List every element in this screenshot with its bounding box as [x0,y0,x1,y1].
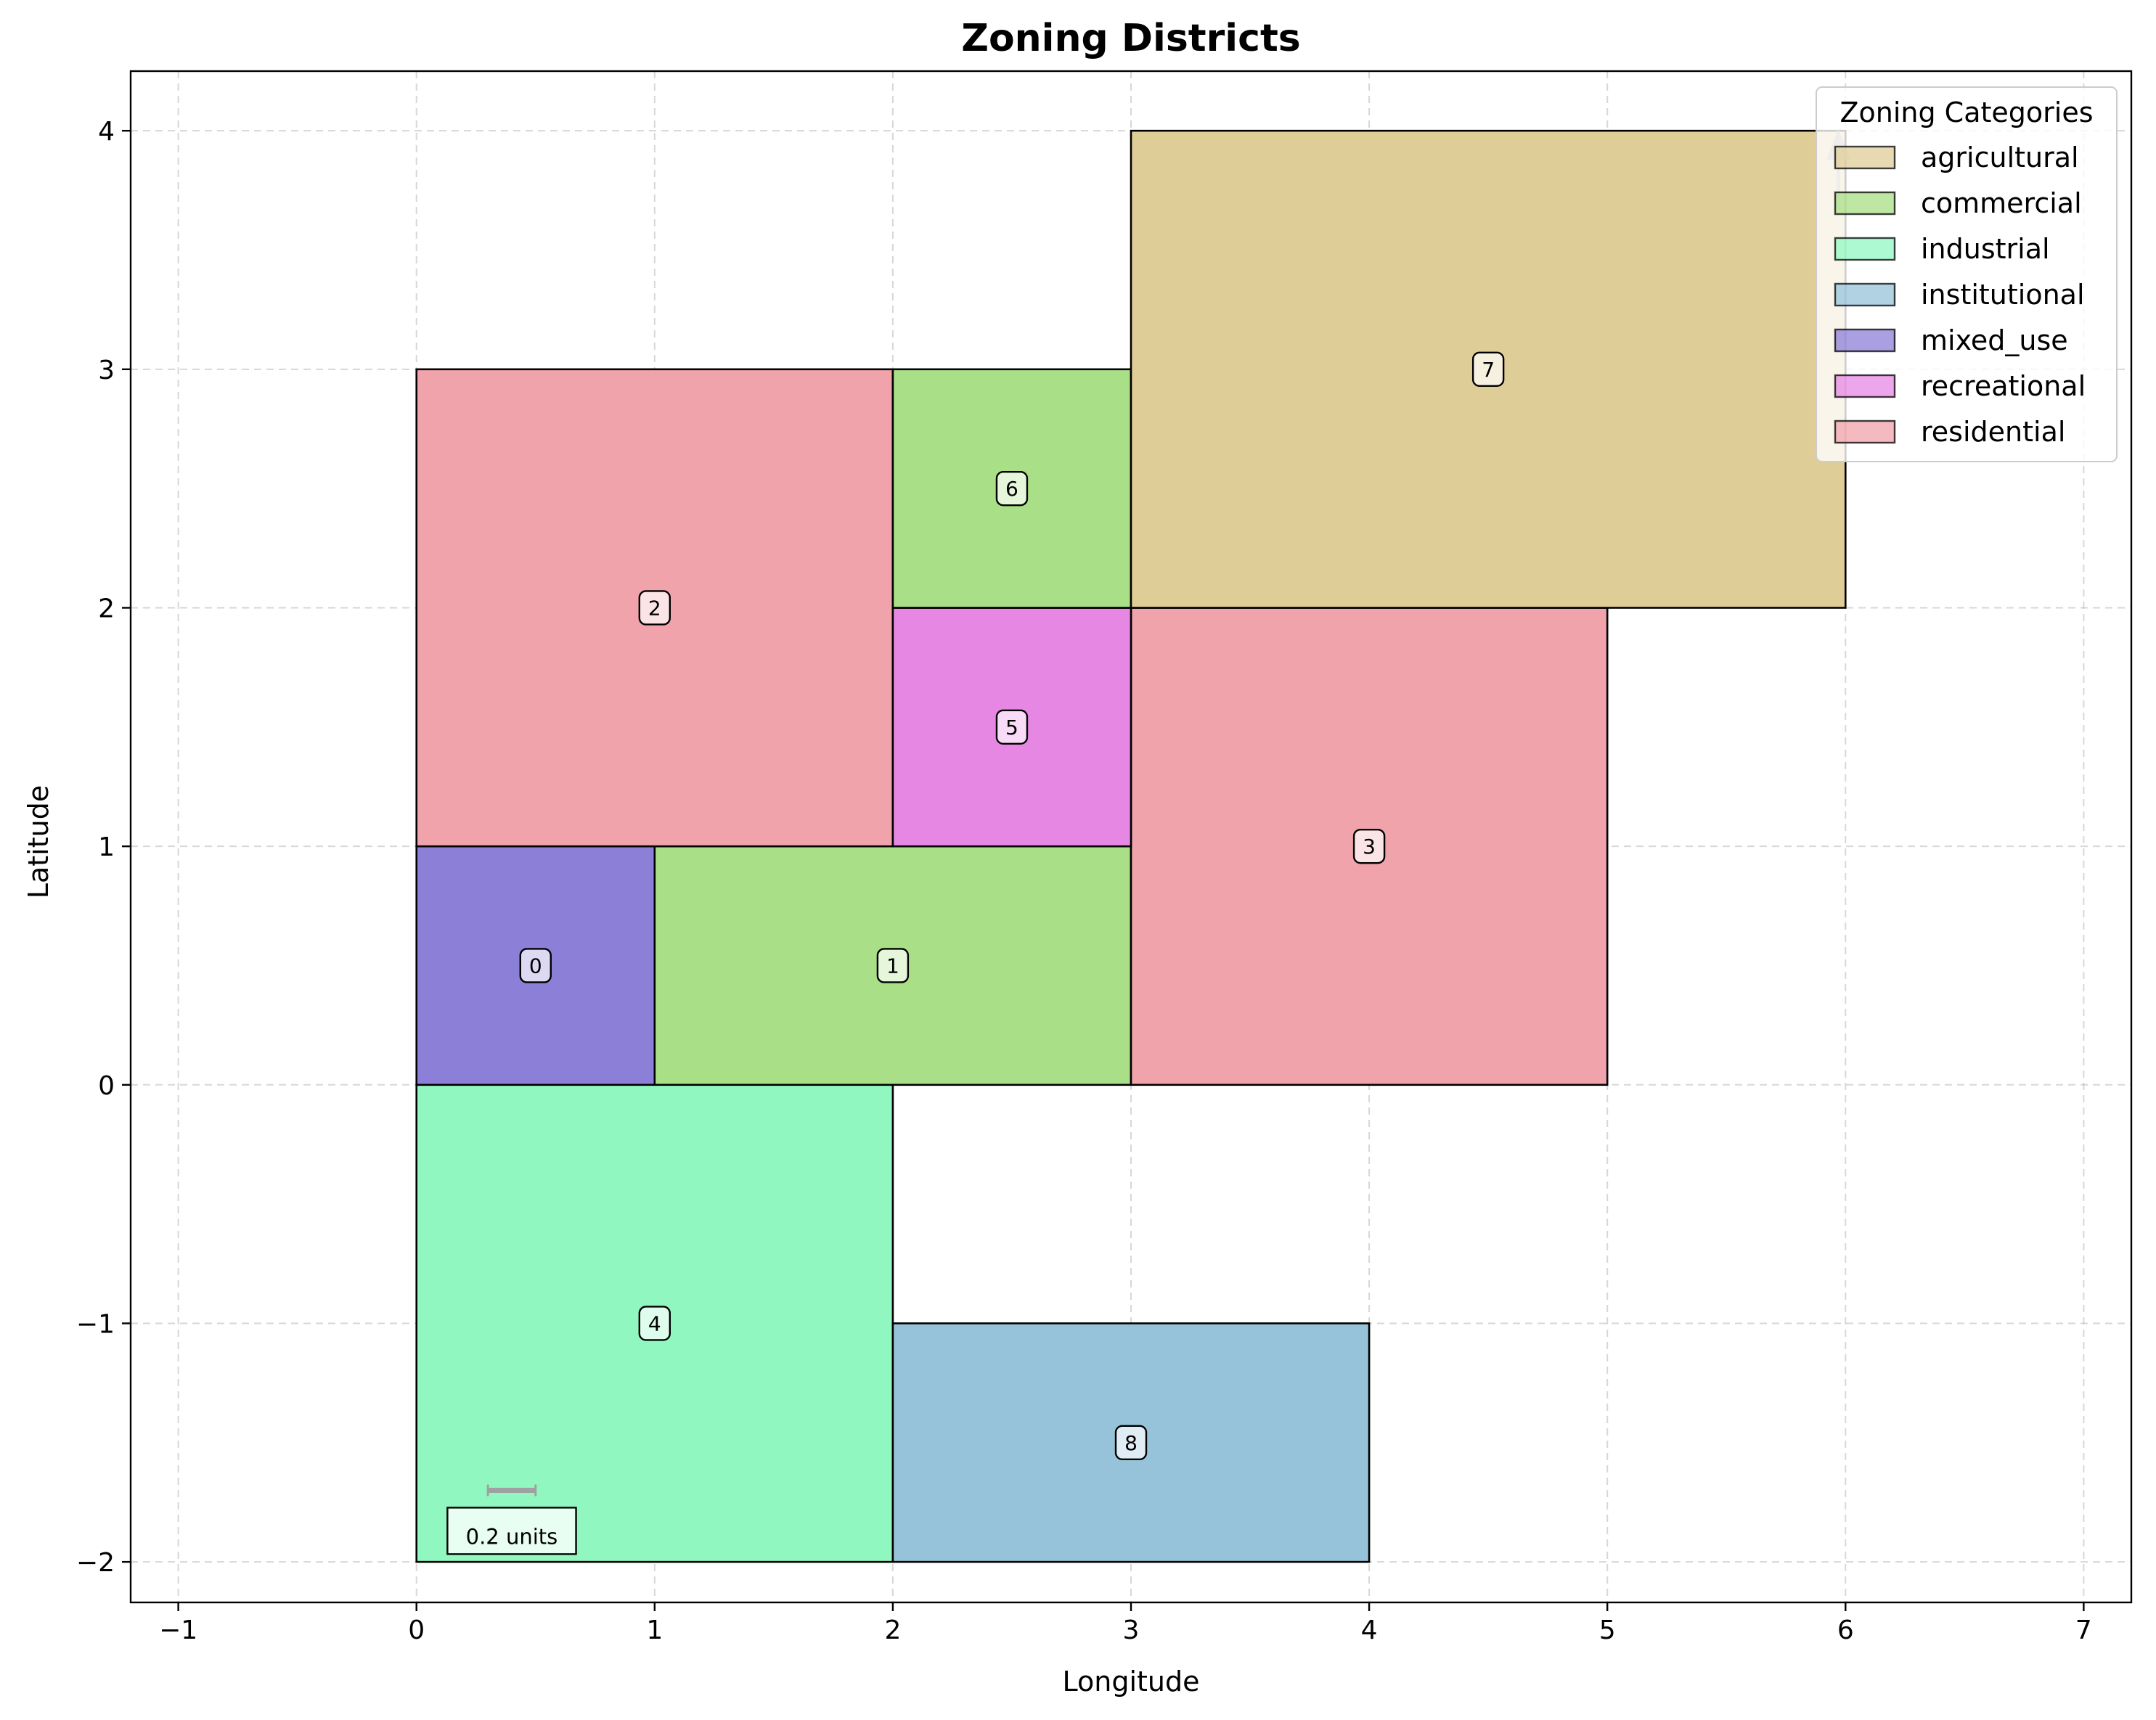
district-label: 4 [648,1311,661,1335]
x-tick-label: 4 [1361,1615,1378,1645]
y-tick-label: 0 [98,1071,115,1101]
legend-swatch-residential [1834,419,1896,444]
x-axis-label: Longitude [1063,1666,1200,1698]
x-tick-label: 5 [1599,1615,1616,1645]
x-tick-label: −1 [159,1615,197,1645]
axes: −1 0 1 2 3 4 5 6 7 −2 −1 0 1 2 3 4 [76,70,2133,1645]
scale-bar-box [446,1507,577,1555]
legend-label-commercial: commercial [1921,187,2082,219]
legend: Zoning Categories agricultural commercial i… [1816,86,2118,462]
district-label: 5 [1005,716,1018,740]
x-tick-label: 2 [884,1615,901,1645]
district-label-box [995,709,1029,745]
district-label: 6 [1005,477,1018,501]
y-tick-label: 4 [98,117,115,147]
legend-swatch-commercial [1834,191,1896,216]
district-label: 3 [1363,835,1376,859]
y-tick-label: 3 [98,356,115,385]
x-tick-label: 0 [408,1615,425,1645]
legend-label-institutional: institutional [1921,279,2085,311]
legend-label-recreational: recreational [1921,370,2086,402]
district-label: 8 [1124,1431,1138,1455]
x-tick-label: 7 [2075,1615,2092,1645]
map-overlays: 0.2 units [446,128,1850,1555]
legend-swatch-recreational [1834,374,1896,398]
district-label-box [1352,828,1386,864]
district-label: 7 [1482,358,1495,382]
district-label-box [1114,1425,1148,1460]
district-label-box [1471,351,1505,388]
y-tick-label: −2 [76,1548,115,1578]
district-label: 2 [648,596,661,620]
x-tick-label: 3 [1123,1615,1140,1645]
x-tick-label: 1 [646,1615,663,1645]
legend-label-industrial: industrial [1921,233,2050,265]
legend-swatch-mixed_use [1834,328,1896,353]
district-labels: 0 1 2 3 4 5 6 7 8 [519,351,1505,1460]
chart-title: Zoning Districts [961,17,1301,60]
district-label-box [876,948,910,983]
legend-label-residential: residential [1921,416,2065,448]
x-tick-label: 6 [1837,1615,1854,1645]
scale-bar-label: 0.2 units [466,1524,558,1549]
district-label-box [519,948,552,983]
district-label: 0 [529,954,542,978]
y-tick-label: 1 [98,832,115,862]
district-label-box [995,470,1029,507]
legend-swatch-institutional [1834,282,1896,307]
legend-label-agricultural: agricultural [1921,142,2079,173]
y-tick-label: −1 [76,1309,115,1339]
legend-swatch-industrial [1834,237,1896,261]
legend-label-mixed_use: mixed_use [1921,324,2068,356]
district-label-box [638,1306,671,1341]
district-label: 1 [886,954,899,978]
y-axis-label: Latitude [23,785,54,898]
district-label-box [638,590,671,626]
legend-box [1816,86,2118,462]
y-tick-label: 2 [98,594,115,623]
legend-title: Zoning Categories [1839,97,2093,128]
legend-swatch-agricultural [1834,145,1896,170]
